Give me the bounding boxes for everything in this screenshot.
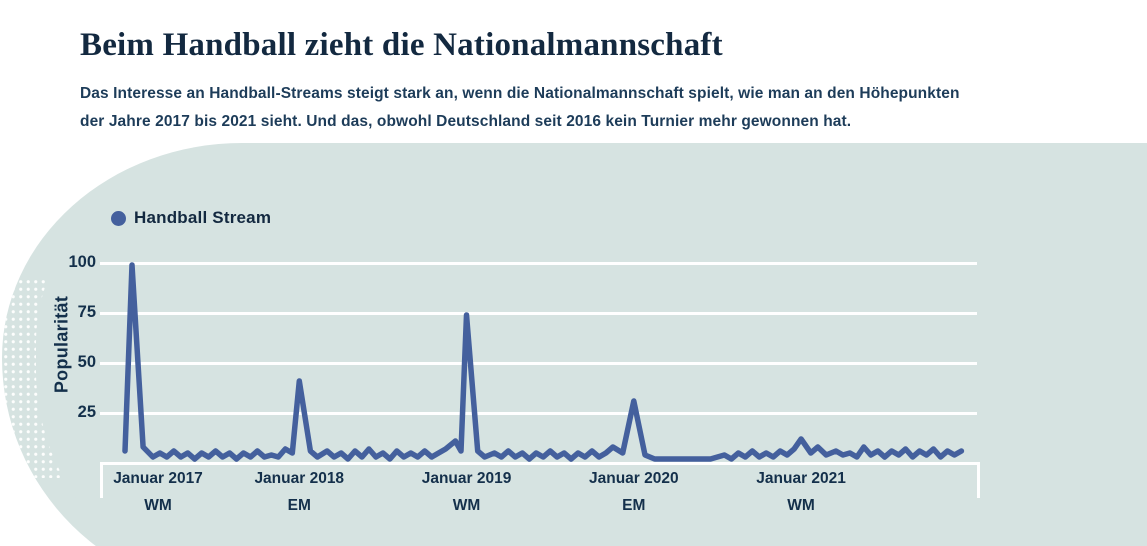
x-axis-line xyxy=(100,461,980,465)
gridline-100 xyxy=(100,261,977,265)
legend-label: Handball Stream xyxy=(134,208,272,227)
legend: Handball Stream xyxy=(111,208,271,228)
chart-panel xyxy=(2,143,1147,546)
y-tick-label-50: 50 xyxy=(77,353,96,371)
x-tick-sublabel-1: EM xyxy=(287,497,311,514)
gridline-75 xyxy=(100,311,977,315)
x-tick-label-4: Januar 2021 xyxy=(756,470,846,487)
y-tick-label-100: 100 xyxy=(68,253,96,271)
x-tick-label-1: Januar 2018 xyxy=(254,470,345,487)
y-tick-label-25: 25 xyxy=(77,403,96,421)
gridline-25 xyxy=(100,411,977,415)
gridline-50 xyxy=(100,361,977,365)
x-axis-left-tick xyxy=(100,461,103,498)
x-tick-label-0: Januar 2017 xyxy=(113,470,203,487)
x-tick-label-2: Januar 2019 xyxy=(421,470,512,487)
x-tick-sublabel-2: WM xyxy=(452,497,481,514)
line-chart xyxy=(122,262,965,462)
y-tick-label-75: 75 xyxy=(77,303,96,321)
handball-stream-line xyxy=(122,262,965,462)
x-tick-sublabel-0: WM xyxy=(144,497,172,514)
page-title: Beim Handball zieht die Nationalmannscha… xyxy=(80,27,723,64)
x-tick-sublabel-3: EM xyxy=(622,497,646,514)
legend-dot-icon xyxy=(111,210,126,226)
x-axis-right-tick xyxy=(977,461,980,498)
page-subtitle: Das Interesse an Handball-Streams steigt… xyxy=(80,84,960,130)
chart-panel-inner xyxy=(36,143,1147,546)
x-tick-label-3: Januar 2020 xyxy=(588,470,679,487)
x-tick-sublabel-4: WM xyxy=(787,497,815,514)
